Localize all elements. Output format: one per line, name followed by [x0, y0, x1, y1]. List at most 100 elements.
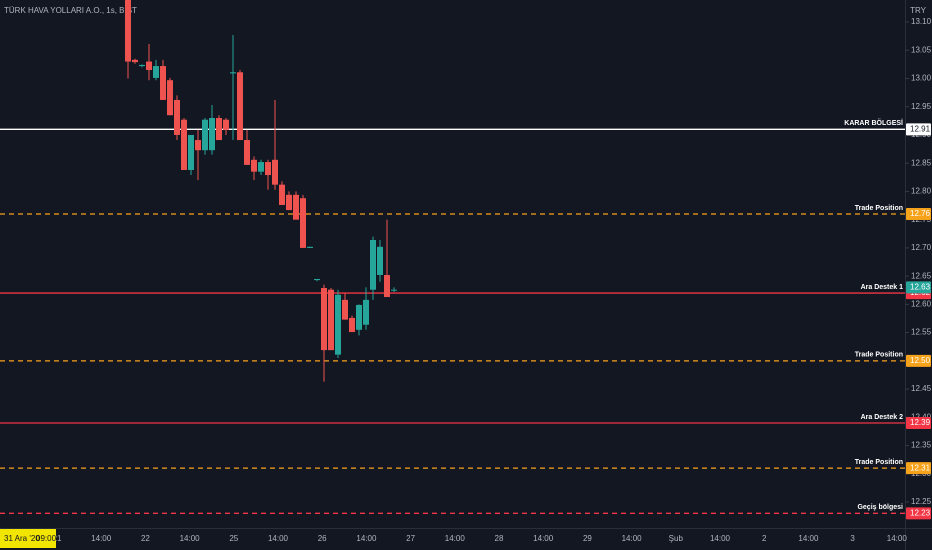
x-tick-label: 29 [583, 534, 592, 543]
candle-body [307, 246, 313, 248]
candle-body [174, 99, 180, 135]
candle-body [391, 289, 397, 291]
y-tick-label: 12.25 [911, 497, 932, 506]
candle-body [223, 119, 229, 130]
level-name: Trade Position [855, 459, 903, 466]
last-price-label: 12.63 [910, 283, 931, 292]
cursor-time: 09:00 [36, 534, 57, 543]
candle-body [153, 66, 159, 78]
candle-body [335, 294, 341, 355]
level-badge [906, 208, 931, 221]
x-tick-label: 14:00 [91, 534, 112, 543]
x-tick-label: 22 [141, 534, 150, 543]
candle-body [356, 304, 362, 330]
level-price: 12.39 [910, 418, 931, 427]
candle-body [216, 118, 222, 141]
y-tick-label: 12.65 [911, 271, 932, 280]
x-tick-label: 3 [850, 534, 855, 543]
level-name: Trade Position [855, 352, 903, 359]
candle-body [293, 194, 299, 220]
level-badge [906, 354, 931, 367]
y-tick-label: 12.40 [911, 412, 932, 421]
candle-body [300, 198, 306, 248]
candle-body [139, 64, 145, 67]
plot-area [0, 0, 905, 514]
candle-body [167, 80, 173, 116]
candle-body [314, 278, 320, 281]
level-name: Geçiş bölgesi [857, 504, 903, 511]
y-tick-label: 12.95 [911, 102, 932, 111]
x-tick-label: 27 [406, 534, 415, 543]
y-tick-label: 13.00 [911, 74, 932, 83]
x-tick-label: Şub [669, 534, 684, 543]
x-tick-label: 14:00 [445, 534, 466, 543]
candle-body [125, 0, 131, 62]
axes: 12.2512.3012.3512.4012.4512.5012.5512.60… [0, 17, 932, 548]
candle-body [258, 162, 264, 172]
level-price: 12.23 [910, 508, 931, 517]
x-tick-label: 14:00 [533, 534, 554, 543]
chart-title: TÜRK HAVA YOLLARI A.O., 1s, BIST [4, 6, 137, 15]
x-tick-label: 28 [495, 534, 504, 543]
candle-body [328, 289, 334, 351]
y-tick-label: 12.55 [911, 328, 932, 337]
candle-body [209, 118, 215, 151]
candle-body [132, 59, 138, 63]
y-tick-label: 12.85 [911, 158, 932, 167]
candle-body [160, 66, 166, 100]
candle-body [286, 194, 292, 211]
candle-body [146, 61, 152, 71]
level-price: 12.31 [910, 463, 931, 472]
cursor-date-box [0, 529, 56, 548]
level-name: Ara Destek 1 [861, 284, 904, 291]
x-tick-label: 14:00 [356, 534, 377, 543]
candle-body [202, 119, 208, 151]
y-tick-label: 12.45 [911, 384, 932, 393]
level-price: 12.76 [910, 209, 931, 218]
level-badge [906, 507, 931, 520]
x-tick-label: 14:00 [622, 534, 643, 543]
candle-body [377, 246, 383, 276]
x-tick-label: 26 [318, 534, 327, 543]
candle-body [370, 240, 376, 290]
last-price-badge [906, 281, 931, 294]
candle-body [384, 275, 390, 298]
level-price: 12.50 [910, 356, 931, 365]
candle-body [321, 288, 327, 351]
candle-body [363, 299, 369, 325]
cursor-date: 31 Ara '20 [4, 534, 40, 543]
level-name: Trade Position [855, 205, 903, 212]
level-name: KARAR BÖLGESİ [844, 118, 903, 127]
y-tick-label: 13.10 [911, 17, 932, 26]
x-tick-label: 14:00 [710, 534, 731, 543]
y-tick-label: 13.05 [911, 45, 932, 54]
currency: TRY [910, 6, 927, 15]
x-tick-label: 25 [229, 534, 238, 543]
candle-body [188, 134, 194, 170]
x-tick-label: 21 [53, 534, 62, 543]
x-tick-label: 14:00 [798, 534, 819, 543]
candle-body [349, 317, 355, 333]
candle-body [237, 72, 243, 141]
candle-body [244, 140, 250, 165]
x-tick-label: 14:00 [180, 534, 201, 543]
level-badge [906, 462, 931, 475]
y-tick-label: 12.35 [911, 441, 932, 450]
y-tick-label: 12.70 [911, 243, 932, 252]
candle-body [230, 72, 236, 74]
candle-body [279, 184, 285, 205]
y-tick-label: 12.80 [911, 187, 932, 196]
candle-body [195, 140, 201, 151]
y-tick-label: 12.60 [911, 299, 932, 308]
level-name: Ara Destek 2 [861, 414, 904, 421]
x-tick-label: 2 [762, 534, 767, 543]
candle-body [251, 159, 257, 172]
candle-body [181, 119, 187, 170]
candle-body [272, 159, 278, 185]
level-badge [906, 416, 931, 429]
level-badge [906, 123, 931, 136]
x-tick-label: 14:00 [268, 534, 289, 543]
candle-body [265, 162, 271, 176]
